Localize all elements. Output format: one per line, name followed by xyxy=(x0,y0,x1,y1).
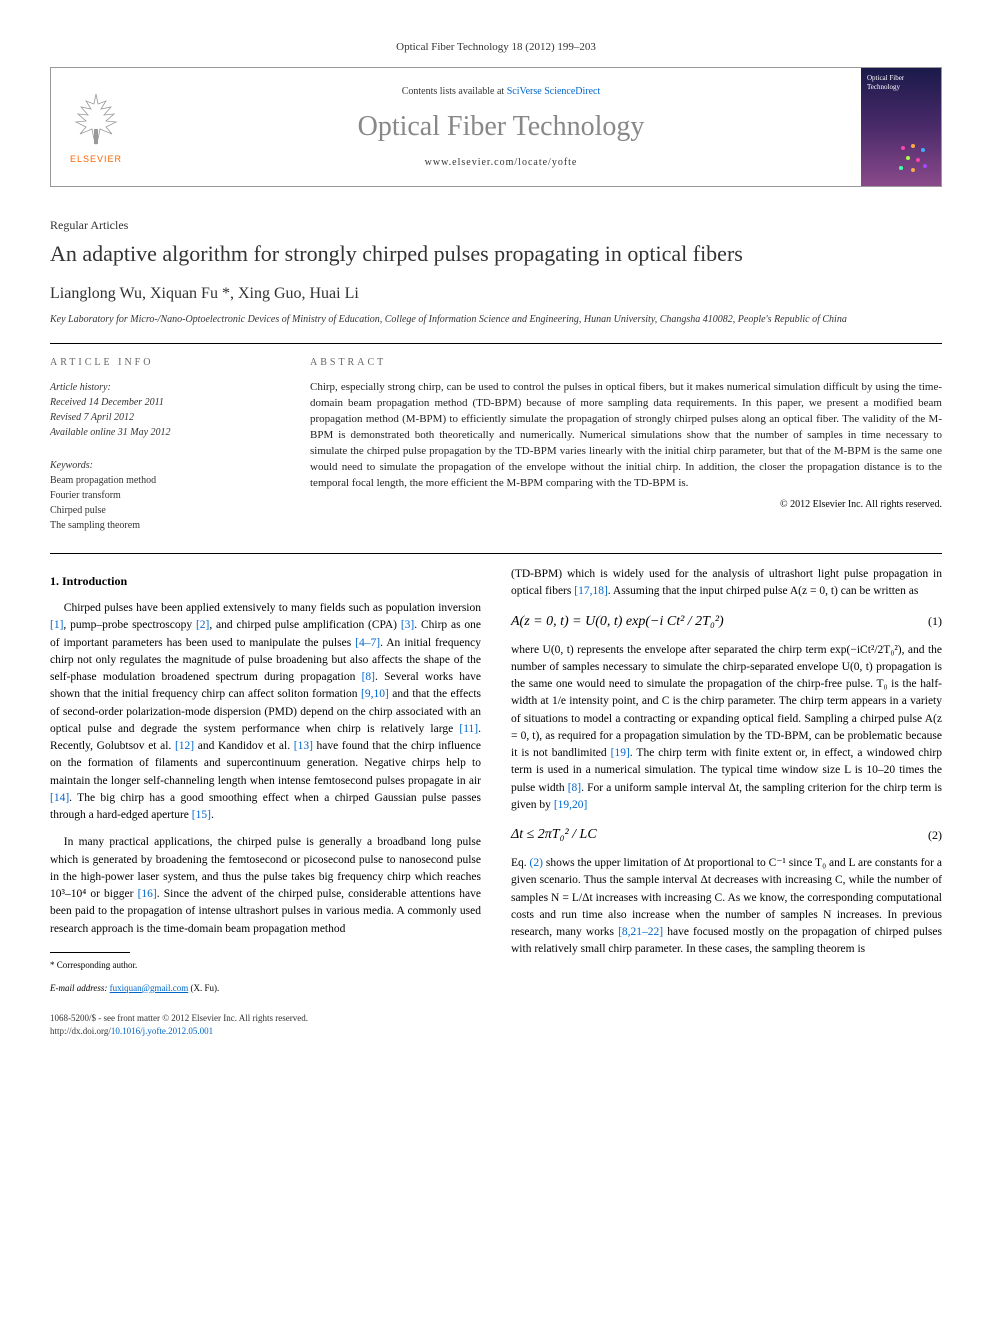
email-footnote: E-mail address: fuxiquan@gmail.com (X. F… xyxy=(50,982,481,995)
article-history: Article history: Received 14 December 20… xyxy=(50,380,280,440)
citation-link[interactable]: [8] xyxy=(568,782,581,794)
article-body: 1. Introduction Chirped pulses have been… xyxy=(50,566,942,994)
footnote-separator xyxy=(50,952,130,953)
doi-link[interactable]: 10.1016/j.yofte.2012.05.001 xyxy=(111,1026,213,1036)
citation-link[interactable]: [14] xyxy=(50,792,69,804)
article-title: An adaptive algorithm for strongly chirp… xyxy=(50,240,942,269)
citation-link[interactable]: [11] xyxy=(459,723,478,735)
citation-link[interactable]: [13] xyxy=(294,740,313,752)
publisher-logo[interactable]: ELSEVIER xyxy=(51,68,141,186)
paragraph: In many practical applications, the chir… xyxy=(50,834,481,938)
citation-link[interactable]: [2] xyxy=(196,619,209,631)
article-info-column: ARTICLE INFO Article history: Received 1… xyxy=(50,356,280,533)
cover-art-icon xyxy=(893,138,933,178)
citation-link[interactable]: [3] xyxy=(401,619,414,631)
info-abstract-row: ARTICLE INFO Article history: Received 1… xyxy=(50,356,942,533)
text-run: , pump–probe spectroscopy xyxy=(63,619,196,631)
citation-link[interactable]: [4–7] xyxy=(355,637,380,649)
cover-title: Optical Fiber Technology xyxy=(867,74,935,91)
doi-line: http://dx.doi.org/10.1016/j.yofte.2012.0… xyxy=(50,1025,942,1038)
elsevier-tree-icon xyxy=(66,89,126,149)
page-footer: 1068-5200/$ - see front matter © 2012 El… xyxy=(50,1012,942,1037)
citation-link[interactable]: [15] xyxy=(192,809,211,821)
online-date: Available online 31 May 2012 xyxy=(50,425,280,440)
divider xyxy=(50,343,942,344)
journal-homepage-url[interactable]: www.elsevier.com/locate/yofte xyxy=(425,156,578,170)
abstract-column: ABSTRACT Chirp, especially strong chirp,… xyxy=(310,356,942,533)
doi-url-prefix: http://dx.doi.org/ xyxy=(50,1026,111,1036)
text-run: Chirped pulses have been applied extensi… xyxy=(64,602,481,614)
abstract-copyright: © 2012 Elsevier Inc. All rights reserved… xyxy=(310,498,942,512)
contents-available-line: Contents lists available at SciVerse Sci… xyxy=(402,85,601,99)
divider xyxy=(50,553,942,554)
citation-link[interactable]: [8,21–22] xyxy=(618,926,663,938)
keywords-header: Keywords: xyxy=(50,458,280,473)
sciencedirect-link[interactable]: SciVerse ScienceDirect xyxy=(507,86,601,97)
abstract-text: Chirp, especially strong chirp, can be u… xyxy=(310,380,942,492)
keyword: Beam propagation method xyxy=(50,473,280,488)
equation-1: A(z = 0, t) = U(0, t) exp(−i Ct² / 2T₀²)… xyxy=(511,611,942,632)
text-run: . xyxy=(211,809,214,821)
journal-title: Optical Fiber Technology xyxy=(358,107,645,146)
paragraph: Eq. (2) shows the upper limitation of Δt… xyxy=(511,855,942,959)
paragraph: (TD-BPM) which is widely used for the an… xyxy=(511,566,942,601)
keyword: Fourier transform xyxy=(50,488,280,503)
citation-link[interactable]: [19,20] xyxy=(554,799,588,811)
header-center: Contents lists available at SciVerse Sci… xyxy=(141,68,861,186)
citation-link[interactable]: [12] xyxy=(175,740,194,752)
text-run: . Assuming that the input chirped pulse … xyxy=(608,585,919,597)
equation-ref-link[interactable]: (2) xyxy=(530,857,543,869)
email-label: E-mail address: xyxy=(50,983,110,993)
citation-link[interactable]: [8] xyxy=(362,671,375,683)
citation-link[interactable]: [16] xyxy=(138,888,157,900)
email-suffix: (X. Fu). xyxy=(188,983,219,993)
equation-body: Δt ≤ 2πT₀² / LC xyxy=(511,824,597,845)
journal-header: ELSEVIER Contents lists available at Sci… xyxy=(50,67,942,187)
history-header: Article history: xyxy=(50,380,280,395)
front-matter-line: 1068-5200/$ - see front matter © 2012 El… xyxy=(50,1012,942,1025)
keyword: The sampling theorem xyxy=(50,518,280,533)
corresponding-author-note: * Corresponding author. xyxy=(50,959,481,972)
keywords-block: Keywords: Beam propagation method Fourie… xyxy=(50,458,280,533)
text-run: Eq. xyxy=(511,857,530,869)
text-run: where U(0, t) represents the envelope af… xyxy=(511,644,942,760)
equation-number: (1) xyxy=(928,612,942,630)
citation-link[interactable]: [19] xyxy=(611,747,630,759)
article-info-label: ARTICLE INFO xyxy=(50,356,280,370)
text-run: . The big chirp has a good smoothing eff… xyxy=(50,792,481,821)
journal-reference: Optical Fiber Technology 18 (2012) 199–2… xyxy=(50,40,942,55)
paragraph: Chirped pulses have been applied extensi… xyxy=(50,600,481,824)
author-list: Lianglong Wu, Xiquan Fu *, Xing Guo, Hua… xyxy=(50,283,942,305)
contents-prefix: Contents lists available at xyxy=(402,86,507,97)
keyword: Chirped pulse xyxy=(50,503,280,518)
publisher-name: ELSEVIER xyxy=(70,153,122,166)
revised-date: Revised 7 April 2012 xyxy=(50,410,280,425)
journal-cover-thumbnail[interactable]: Optical Fiber Technology xyxy=(861,68,941,186)
citation-link[interactable]: [17,18] xyxy=(574,585,608,597)
text-run: and Kandidov et al. xyxy=(194,740,294,752)
equation-2: Δt ≤ 2πT₀² / LC (2) xyxy=(511,824,942,845)
section-heading-intro: 1. Introduction xyxy=(50,572,481,590)
received-date: Received 14 December 2011 xyxy=(50,395,280,410)
abstract-label: ABSTRACT xyxy=(310,356,942,370)
equation-number: (2) xyxy=(928,826,942,844)
article-type: Regular Articles xyxy=(50,217,942,234)
equation-body: A(z = 0, t) = U(0, t) exp(−i Ct² / 2T₀²) xyxy=(511,611,724,632)
paragraph: where U(0, t) represents the envelope af… xyxy=(511,642,942,815)
citation-link[interactable]: [9,10] xyxy=(361,688,389,700)
text-run: , and chirped pulse amplification (CPA) xyxy=(209,619,400,631)
citation-link[interactable]: [1] xyxy=(50,619,63,631)
author-email-link[interactable]: fuxiquan@gmail.com xyxy=(110,983,189,993)
affiliation: Key Laboratory for Micro-/Nano-Optoelect… xyxy=(50,313,942,327)
